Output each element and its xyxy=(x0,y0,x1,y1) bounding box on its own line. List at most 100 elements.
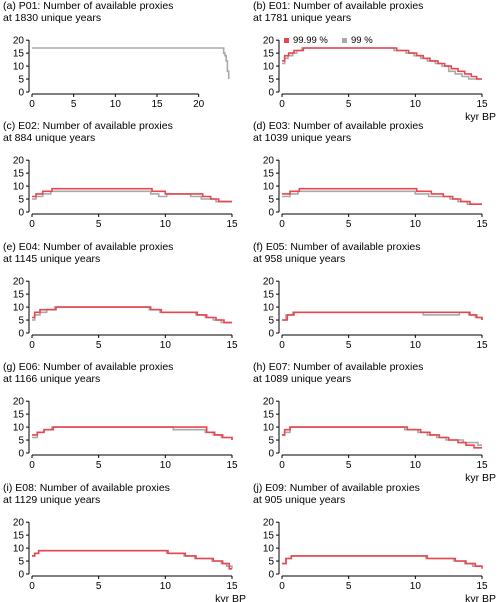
y-tick-label: 0 xyxy=(268,570,274,581)
x-tick-label: 5 xyxy=(346,99,352,110)
x-axis-label: kyr BP xyxy=(465,111,496,123)
x-tick-label: 15 xyxy=(476,581,488,592)
panel-title: (b) E01: Number of available proxies xyxy=(253,0,423,12)
y-tick-label: 10 xyxy=(13,62,25,73)
x-tick-label: 10 xyxy=(410,219,422,230)
panel-title: (e) E04: Number of available proxies xyxy=(3,241,173,253)
x-tick-label: 5 xyxy=(96,219,102,230)
panel-title: (g) E06: Number of available proxies xyxy=(3,361,173,373)
y-tick-label: 10 xyxy=(263,423,275,434)
y-tick-label: 15 xyxy=(263,290,275,301)
y-tick-label: 5 xyxy=(18,436,24,447)
x-tick-label: 10 xyxy=(410,460,422,471)
y-tick-label: 5 xyxy=(268,557,274,568)
x-tick-label: 10 xyxy=(410,340,422,351)
panel-subtitle: at 1145 unique years xyxy=(3,253,100,265)
x-tick-label: 0 xyxy=(29,340,35,351)
series-line-99-99 xyxy=(32,306,232,324)
y-tick-label: 5 xyxy=(18,75,24,86)
x-tick-label: 5 xyxy=(96,581,102,592)
x-tick-label: 20 xyxy=(193,99,205,110)
series-line-99 xyxy=(282,47,482,80)
series-line-99 xyxy=(282,555,482,567)
x-axis-label: kyr BP xyxy=(215,593,246,602)
panel-subtitle: at 1781 unique years xyxy=(253,12,351,24)
panel-title: (d) E03: Number of available proxies xyxy=(253,120,423,132)
y-tick-label: 15 xyxy=(263,169,275,180)
y-tick-label: 10 xyxy=(263,303,275,314)
y-tick-label: 5 xyxy=(268,195,274,206)
legend-swatch xyxy=(342,38,347,43)
x-tick-label: 0 xyxy=(279,581,285,592)
y-tick-label: 5 xyxy=(268,316,274,327)
y-tick-label: 20 xyxy=(263,277,275,288)
series-line-99 xyxy=(282,426,482,446)
x-tick-label: 5 xyxy=(96,460,102,471)
panel-subtitle: at 1039 unique years xyxy=(253,132,351,144)
y-tick-label: 15 xyxy=(13,531,25,542)
series-line-99-99 xyxy=(282,555,483,569)
series-line-99-99 xyxy=(282,187,482,205)
x-tick-label: 0 xyxy=(279,219,285,230)
y-tick-label: 0 xyxy=(18,329,24,340)
y-tick-label: 0 xyxy=(268,329,274,340)
y-tick-label: 10 xyxy=(13,303,25,314)
x-axis-label: kyr BP xyxy=(465,472,496,484)
y-tick-label: 5 xyxy=(18,557,24,568)
x-tick-label: 0 xyxy=(29,219,35,230)
y-tick-label: 0 xyxy=(268,208,274,219)
x-tick-label: 15 xyxy=(226,340,238,351)
legend-label: 99 % xyxy=(351,35,373,46)
panel-title: (c) E02: Number of available proxies xyxy=(3,120,173,132)
y-tick-label: 10 xyxy=(13,423,25,434)
panel-subtitle: at 1830 unique years xyxy=(3,12,101,24)
y-tick-label: 20 xyxy=(13,36,25,47)
x-tick-label: 0 xyxy=(29,460,35,471)
y-tick-label: 10 xyxy=(263,544,275,555)
y-tick-label: 20 xyxy=(13,397,25,408)
y-tick-label: 0 xyxy=(18,208,24,219)
series-line-99-99 xyxy=(32,549,232,570)
x-tick-label: 5 xyxy=(346,581,352,592)
panel-title: (j) E09: Number of available proxies xyxy=(253,482,420,494)
x-tick-label: 15 xyxy=(226,581,238,592)
x-axis-label: kyr BP xyxy=(465,593,496,602)
y-tick-label: 20 xyxy=(13,518,25,529)
series-line-99-99 xyxy=(32,187,232,203)
series-line-99-99 xyxy=(282,426,482,449)
series-line-99 xyxy=(32,426,233,440)
y-tick-label: 0 xyxy=(18,88,24,99)
x-tick-label: 5 xyxy=(346,340,352,351)
y-tick-label: 0 xyxy=(18,449,24,460)
x-tick-label: 5 xyxy=(71,99,77,110)
x-tick-label: 5 xyxy=(346,460,352,471)
panel-title: (h) E07: Number of available proxies xyxy=(253,361,423,373)
x-tick-label: 10 xyxy=(160,219,172,230)
x-tick-label: 5 xyxy=(96,340,102,351)
x-tick-label: 10 xyxy=(160,340,172,351)
series-line-proxies xyxy=(32,47,230,79)
x-tick-label: 10 xyxy=(410,99,422,110)
panel-subtitle: at 905 unique years xyxy=(253,494,345,506)
x-tick-label: 0 xyxy=(279,460,285,471)
y-tick-label: 5 xyxy=(268,436,274,447)
y-tick-label: 10 xyxy=(263,62,275,73)
y-tick-label: 10 xyxy=(13,182,25,193)
x-tick-label: 0 xyxy=(29,581,35,592)
y-tick-label: 0 xyxy=(268,88,274,99)
y-tick-label: 0 xyxy=(18,570,24,581)
x-tick-label: 5 xyxy=(346,219,352,230)
y-tick-label: 15 xyxy=(263,531,275,542)
series-line-99 xyxy=(282,311,483,321)
series-line-99 xyxy=(32,549,233,569)
x-tick-label: 15 xyxy=(151,99,163,110)
x-tick-label: 15 xyxy=(476,99,488,110)
